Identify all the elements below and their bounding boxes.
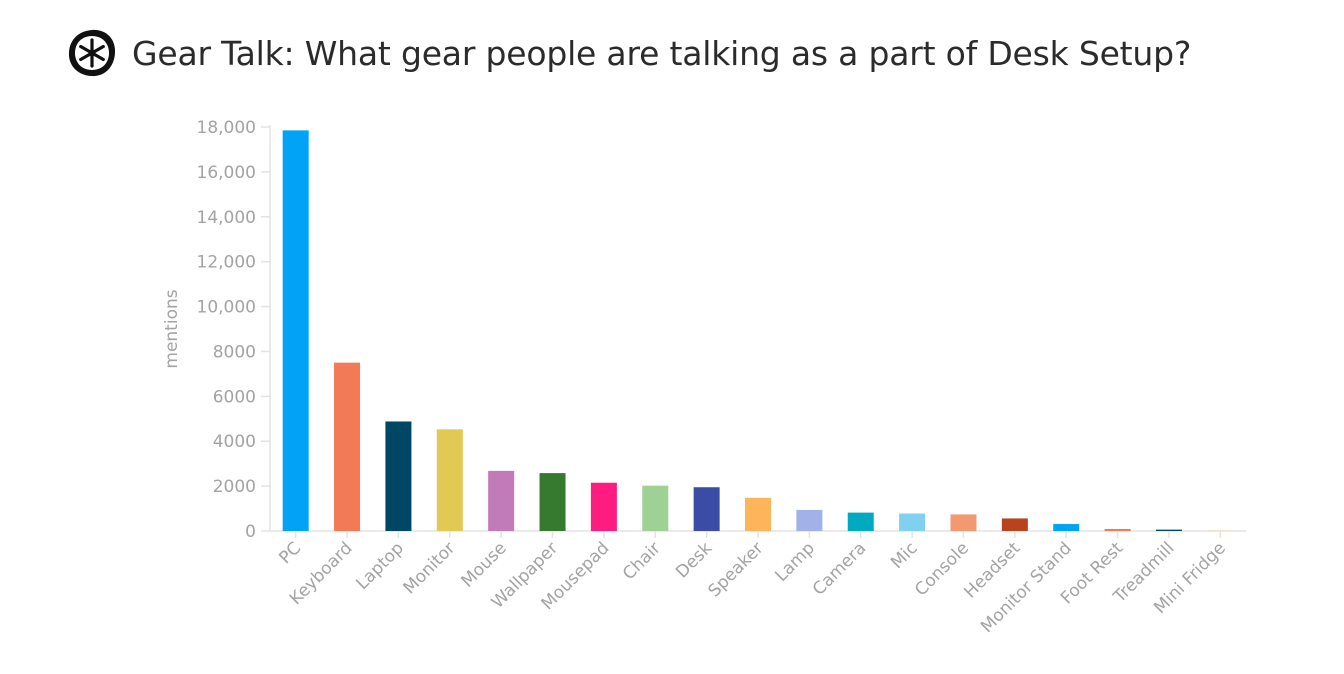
chart-header: Gear Talk: What gear people are talking … xyxy=(66,26,1191,80)
bar-treadmill xyxy=(1155,529,1182,531)
y-axis-label: mentions xyxy=(162,289,182,368)
bar-pc xyxy=(282,130,309,531)
y-tick-label: 18,000 xyxy=(197,118,256,138)
asterisk-badge-icon xyxy=(68,29,116,77)
bar-speaker xyxy=(745,497,771,531)
bars xyxy=(282,130,1234,531)
bar-console xyxy=(950,514,977,531)
y-tick-label: 6000 xyxy=(213,387,256,407)
x-tick-label: Speaker xyxy=(704,538,767,601)
x-tick-label: Chair xyxy=(619,538,665,584)
y-axis: 0 2000 4000 6000 8000 10,000 12,000 14,000 16,00… xyxy=(197,118,271,542)
bar-chair xyxy=(642,485,669,531)
y-tick-label: 10,000 xyxy=(197,298,256,318)
bar-keyboard xyxy=(334,362,361,531)
y-tick-label: 2000 xyxy=(213,477,256,497)
y-tick-label: 16,000 xyxy=(197,163,256,183)
x-tick-label: Lamp xyxy=(771,538,819,586)
bar-desk xyxy=(693,487,720,531)
bar-laptop xyxy=(385,421,412,531)
x-tick-label: PC xyxy=(275,538,305,568)
x-tick-label: Mic xyxy=(887,538,921,572)
bar-foot-rest xyxy=(1104,528,1131,531)
bar-lamp xyxy=(796,509,823,531)
x-tick-label: Camera xyxy=(809,538,870,599)
y-tick-label: 12,000 xyxy=(197,253,256,273)
y-tick-label: 4000 xyxy=(213,432,256,452)
chart-title: Gear Talk: What gear people are talking … xyxy=(132,33,1192,73)
x-tick-label: Monitor xyxy=(399,538,459,598)
bar-monitor-stand xyxy=(1053,524,1080,531)
bar-mouse xyxy=(488,470,515,531)
bar-wallpaper xyxy=(539,473,566,531)
x-tick-label: Monitor Stand xyxy=(977,538,1076,637)
bar-headset xyxy=(1001,518,1028,531)
y-tick-label: 0 xyxy=(245,522,256,542)
bar-camera xyxy=(847,512,874,531)
y-tick-label: 14,000 xyxy=(197,208,256,228)
x-tick-label: Desk xyxy=(672,538,716,582)
bar-monitor xyxy=(436,429,463,531)
x-axis: PCKeyboardLaptopMonitorMouseWallpaperMou… xyxy=(270,530,1246,637)
y-tick-label: 8000 xyxy=(213,342,256,362)
bar-mic xyxy=(899,513,926,531)
bar-mousepad xyxy=(590,482,617,531)
